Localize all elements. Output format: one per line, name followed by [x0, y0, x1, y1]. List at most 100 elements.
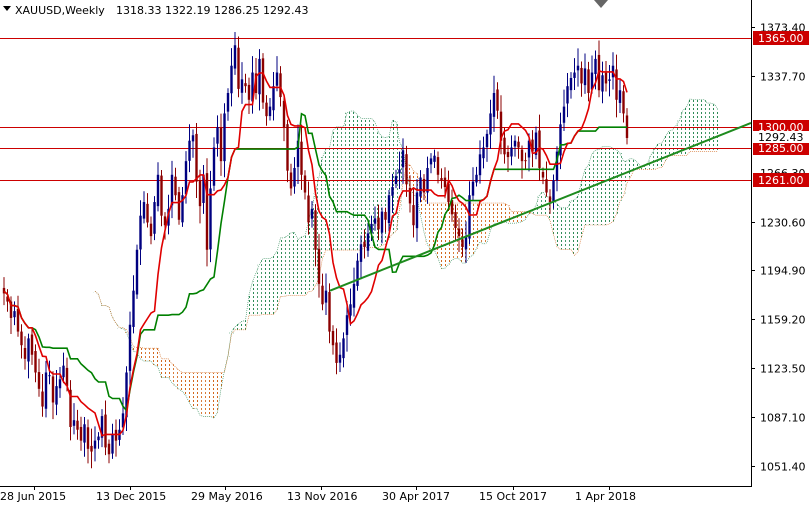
candle-body [9, 301, 13, 318]
candle-body [300, 141, 303, 175]
candle-body [261, 58, 265, 103]
cloud-segment [478, 203, 482, 243]
shift-marker-icon[interactable] [594, 0, 608, 8]
cloud-segment [236, 324, 241, 330]
cloud-segment [383, 137, 388, 245]
candle-body [195, 133, 198, 182]
cloud-segment [502, 203, 507, 223]
candle-body [545, 179, 548, 193]
cloud-segment [611, 148, 615, 222]
cloud-segment [695, 99, 699, 152]
candle-body [454, 212, 457, 228]
candle-body [517, 141, 520, 148]
cloud-segment [376, 132, 381, 248]
candle-body [541, 171, 545, 178]
cloud-segment [600, 146, 605, 225]
cloud-segment [278, 237, 283, 297]
cloud-segment [530, 211, 535, 214]
candle-body [314, 210, 317, 250]
candle-body [163, 216, 167, 226]
candle-body [429, 158, 433, 165]
candle-body [114, 429, 118, 441]
candle-body [380, 211, 384, 233]
cloud-segment [604, 146, 608, 225]
candle-body [580, 67, 583, 84]
level-label-text: 1285.00 [758, 142, 804, 155]
cloud-segment [219, 372, 223, 389]
cloud-segment [170, 363, 174, 383]
candle-body [44, 372, 48, 409]
cloud-segment [138, 347, 143, 360]
indicator-lines [3, 69, 628, 437]
candle-body [37, 372, 41, 389]
cloud-segment [187, 372, 192, 404]
cloud-segment [607, 146, 612, 224]
cloud-segment [103, 305, 108, 307]
candle-body [247, 84, 251, 100]
dropdown-triangle-icon[interactable] [3, 6, 11, 11]
candle-body [139, 215, 142, 250]
candle-body [240, 79, 244, 93]
cloud-segment [527, 211, 531, 214]
candle-body [321, 285, 324, 305]
time-tick-label: 13 Dec 2015 [96, 490, 166, 503]
cloud-segment [646, 162, 650, 170]
candle-body [146, 203, 149, 223]
cloud-segment [131, 346, 136, 352]
ascending-trendline[interactable] [329, 122, 752, 292]
candle-body [468, 195, 471, 239]
cloud-segment [317, 177, 321, 279]
cloud-segment [100, 305, 104, 307]
candle-body [618, 90, 622, 103]
kijun-line [3, 112, 627, 413]
candle-body [387, 195, 391, 224]
candle-body [275, 72, 279, 86]
cloud-segment [215, 372, 220, 413]
candle-body [594, 58, 597, 75]
price-tick-label: 1337.70 [760, 71, 806, 84]
cloud-segment [362, 118, 367, 248]
cloud-segment [660, 142, 664, 168]
candle-body [83, 424, 86, 443]
candle-body [475, 174, 478, 183]
candle-body [191, 135, 195, 142]
cloud-segment [96, 294, 101, 296]
price-axis: 1373.401337.701230.601194.901159.201123.… [751, 22, 806, 474]
cloud-segment [191, 372, 195, 409]
cloud-segment [124, 329, 129, 333]
cloud-segment [149, 348, 153, 362]
candle-body [534, 132, 538, 155]
candle-body [608, 79, 611, 81]
candle-body [254, 73, 258, 93]
cloud-segment [212, 372, 216, 419]
candle-body [482, 147, 485, 159]
candle-body [251, 72, 254, 102]
candle-body [457, 228, 461, 237]
cloud-segment [250, 281, 255, 316]
cloud-segment [194, 372, 199, 409]
candle-body [156, 174, 160, 207]
cloud-segment [296, 239, 300, 296]
cloud-segment [166, 358, 171, 378]
candle-body [170, 174, 174, 206]
candle-body [121, 413, 125, 428]
candle-body [13, 311, 16, 318]
cloud-segment [495, 203, 500, 224]
candle-body [268, 106, 272, 117]
cloud-segment [261, 258, 265, 315]
candle-body [205, 173, 209, 250]
candle-body [296, 140, 300, 167]
cloud-segment [247, 294, 251, 316]
candle-body [352, 283, 356, 308]
candle-body [30, 334, 34, 355]
time-tick-label: 30 Apr 2017 [382, 490, 450, 503]
candle-body [489, 113, 492, 135]
cloud-segment [254, 272, 258, 316]
candle-body [464, 236, 468, 250]
price-tick-label: 1159.20 [760, 314, 806, 327]
candle-body [100, 416, 104, 438]
cloud-segment [145, 348, 150, 362]
chart-header: XAUUSD,Weekly 1318.33 1322.19 1286.25 12… [3, 4, 308, 17]
cloud-segment [670, 129, 675, 156]
candle-body [373, 218, 377, 224]
